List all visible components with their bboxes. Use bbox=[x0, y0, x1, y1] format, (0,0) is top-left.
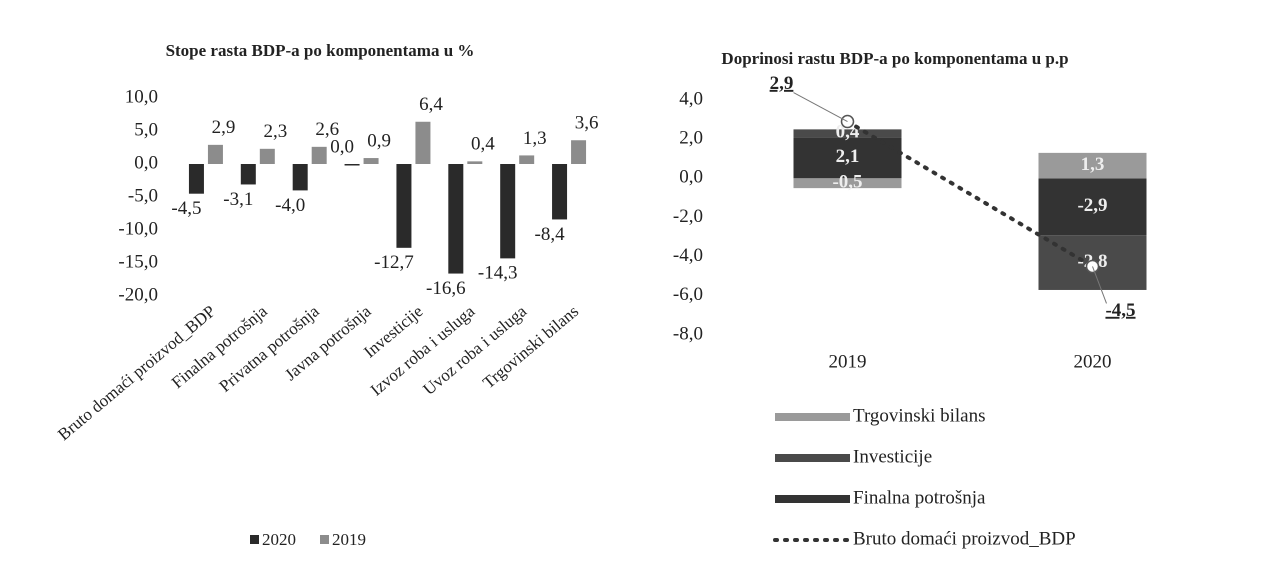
legend-swatch bbox=[775, 495, 850, 503]
y-tick-label: -8,0 bbox=[673, 323, 703, 344]
legend-label: 2020 bbox=[262, 530, 296, 549]
value-label: -4,5 bbox=[1105, 300, 1135, 321]
bar bbox=[363, 158, 379, 164]
bar bbox=[552, 164, 568, 220]
value-label: 2,9 bbox=[770, 73, 794, 94]
value-label: 6,4 bbox=[419, 94, 443, 115]
legend-label: Investicije bbox=[853, 446, 932, 467]
y-tick-label: 2,0 bbox=[679, 128, 703, 149]
y-tick-label: -20,0 bbox=[118, 284, 158, 305]
value-label: -16,6 bbox=[426, 278, 466, 299]
bar-segment bbox=[793, 178, 902, 189]
value-label: -4,5 bbox=[171, 198, 201, 219]
bar bbox=[292, 164, 308, 191]
y-tick-label: -10,0 bbox=[118, 218, 158, 239]
x-tick-label: 2020 bbox=[1074, 351, 1112, 372]
value-label: 1,3 bbox=[1081, 154, 1105, 175]
bar bbox=[240, 164, 256, 185]
legend-swatch bbox=[320, 535, 329, 544]
y-tick-label: -5,0 bbox=[128, 185, 158, 206]
y-tick-label: -4,0 bbox=[673, 245, 703, 266]
bar-segment bbox=[793, 129, 902, 138]
y-tick-label: 0,0 bbox=[679, 167, 703, 188]
value-label: 2,9 bbox=[212, 117, 236, 138]
bar bbox=[448, 164, 464, 274]
value-label: -4,0 bbox=[275, 195, 305, 216]
value-label: 2,1 bbox=[836, 146, 860, 167]
y-tick-label: 4,0 bbox=[679, 88, 703, 109]
y-tick-label: -15,0 bbox=[118, 251, 158, 272]
value-label: 3,6 bbox=[575, 113, 599, 134]
bar bbox=[519, 155, 535, 164]
legend-label: Bruto domaći proizvod_BDP bbox=[853, 528, 1076, 549]
bar-segment bbox=[1038, 178, 1147, 236]
bar bbox=[415, 121, 431, 164]
value-label: 2,6 bbox=[315, 119, 339, 140]
bar bbox=[188, 164, 204, 194]
value-label: -2,9 bbox=[1077, 195, 1107, 216]
bar bbox=[207, 144, 223, 164]
legend-swatch bbox=[775, 454, 850, 462]
x-tick-label: 2019 bbox=[829, 351, 867, 372]
bar bbox=[467, 161, 483, 164]
y-tick-label: 10,0 bbox=[125, 86, 158, 107]
chart-title: Doprinosi rastu BDP-a po komponentama u … bbox=[721, 49, 1068, 68]
value-label: 2,3 bbox=[263, 121, 287, 142]
leader-line bbox=[793, 92, 848, 122]
bar bbox=[571, 140, 587, 164]
legend-swatch bbox=[250, 535, 259, 544]
value-label: -14,3 bbox=[478, 263, 518, 284]
bar bbox=[396, 164, 412, 248]
value-label: 0,0 bbox=[330, 136, 354, 157]
legend-swatch bbox=[775, 413, 850, 421]
bar-segment bbox=[1038, 152, 1147, 179]
value-label: -8,4 bbox=[535, 224, 566, 245]
value-label: -12,7 bbox=[374, 252, 414, 273]
y-tick-label: 5,0 bbox=[134, 119, 158, 140]
y-tick-label: 0,0 bbox=[134, 152, 158, 173]
y-tick-label: -6,0 bbox=[673, 284, 703, 305]
line bbox=[845, 119, 1095, 269]
leader-line bbox=[1092, 266, 1107, 304]
value-label: 1,3 bbox=[523, 128, 547, 149]
value-label: -3,1 bbox=[223, 189, 253, 210]
value-label: -0,5 bbox=[832, 172, 862, 193]
bar bbox=[344, 164, 360, 166]
legend-label: Trgovinski bilans bbox=[853, 405, 986, 426]
value-label: 0,9 bbox=[367, 130, 391, 151]
value-label: 0,4 bbox=[836, 122, 860, 143]
value-label: 0,4 bbox=[471, 134, 495, 155]
bar bbox=[311, 146, 327, 164]
legend-label: Finalna potrošnja bbox=[853, 487, 986, 508]
chart-title: Stope rasta BDP-a po komponentama u % bbox=[166, 41, 475, 60]
bar bbox=[259, 148, 275, 164]
legend-label: 2019 bbox=[332, 530, 366, 549]
bar bbox=[500, 164, 516, 259]
y-tick-label: -2,0 bbox=[673, 206, 703, 227]
